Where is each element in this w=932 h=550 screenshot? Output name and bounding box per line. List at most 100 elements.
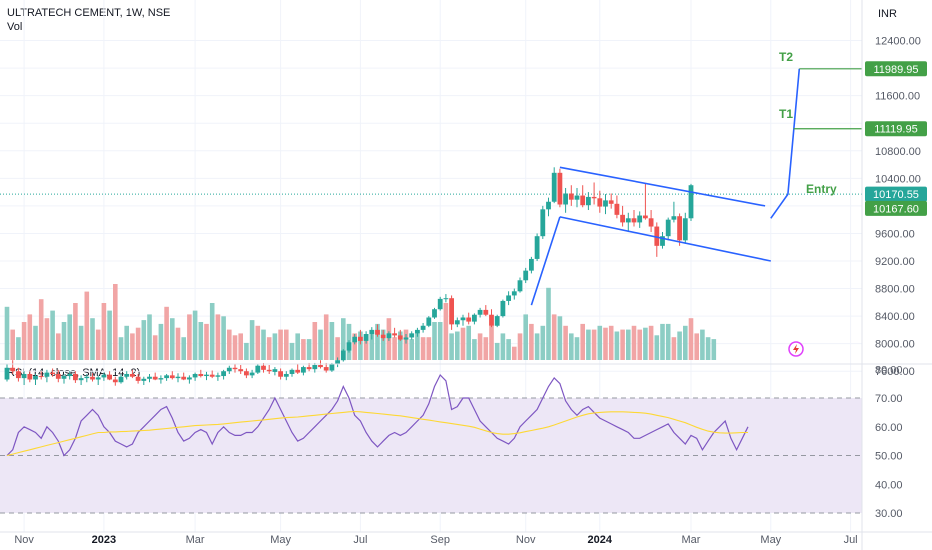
candle — [158, 378, 164, 380]
volume-bar — [323, 314, 329, 360]
candle — [135, 376, 141, 381]
candle — [614, 203, 620, 215]
candle — [654, 226, 660, 246]
candle — [409, 333, 415, 338]
candle — [61, 376, 67, 379]
volume-bar — [677, 331, 682, 360]
volume-bar — [637, 329, 642, 360]
currency-label[interactable]: INR — [878, 8, 897, 20]
volume-bar — [232, 335, 238, 360]
volume-bar — [477, 333, 483, 360]
candle — [591, 196, 597, 199]
candle — [454, 320, 460, 325]
rsi-tick-label: 80.00 — [875, 364, 903, 376]
candle — [10, 367, 16, 372]
volume-bar — [278, 329, 283, 360]
candle — [340, 350, 346, 361]
volume-bar — [295, 333, 300, 360]
entry-label: Entry — [806, 182, 837, 196]
volume-bar — [711, 339, 717, 360]
volume-bar — [437, 322, 443, 360]
candle — [631, 218, 637, 223]
volume-bar — [648, 325, 654, 360]
candle — [101, 374, 107, 378]
candle — [551, 172, 557, 202]
rsi-ma-line — [6, 410, 748, 457]
volume-bar — [192, 310, 198, 360]
volume-bar — [130, 333, 135, 360]
candle — [494, 316, 500, 326]
candle — [164, 375, 169, 379]
volume-bar — [540, 325, 546, 360]
volume-bar — [494, 342, 500, 360]
volume-bar — [420, 337, 426, 360]
rsi-band — [0, 398, 862, 513]
candle — [415, 329, 420, 334]
candle — [112, 379, 118, 383]
candle — [312, 365, 318, 370]
candle — [648, 218, 654, 227]
volume-bar — [614, 331, 620, 360]
candle — [432, 309, 437, 318]
volume-bars — [4, 284, 717, 360]
candle — [403, 337, 409, 340]
y-tick-label: 8400.00 — [875, 311, 915, 323]
volume-bar — [170, 318, 175, 360]
volume-bar — [403, 329, 409, 360]
volume-bar — [44, 318, 50, 360]
candle — [472, 314, 477, 322]
y-tick-label: 8800.00 — [875, 284, 915, 296]
candle — [226, 367, 232, 372]
candle — [209, 374, 215, 377]
candle — [198, 373, 204, 377]
volume-bar — [135, 327, 141, 360]
x-tick-label: Nov — [14, 534, 34, 546]
candle — [477, 309, 483, 315]
volume-bar — [4, 306, 10, 360]
volume-bar — [21, 322, 27, 360]
x-tick-label: Jul — [353, 534, 367, 546]
volume-bar — [101, 303, 107, 360]
candle — [147, 376, 152, 379]
volume-bar — [181, 337, 186, 360]
volume-bar — [392, 337, 397, 360]
volume-bar — [705, 337, 711, 360]
volume-bar — [631, 325, 637, 360]
candle — [295, 369, 301, 373]
price-badge-label: 10167.60 — [873, 203, 919, 215]
volume-bar — [67, 314, 72, 360]
volume-bar — [306, 339, 312, 360]
rsi-pane — [0, 363, 932, 514]
volume-bar — [358, 331, 363, 360]
volume-bar — [227, 329, 232, 360]
volume-bar — [221, 316, 226, 360]
candle — [55, 373, 61, 379]
t1-label: T1 — [779, 107, 793, 121]
candle — [283, 373, 289, 377]
volume-bar — [84, 291, 90, 360]
candle — [4, 367, 10, 380]
x-tick-label: Mar — [186, 534, 205, 546]
volume-bar — [113, 284, 118, 360]
candle — [67, 373, 73, 377]
y-axis: 12400.00 11600.00 10800.00 10400.00 9600.00 9… — [861, 0, 927, 550]
volume-bar — [500, 333, 506, 360]
candle — [546, 201, 551, 210]
volume-bar — [426, 337, 432, 360]
y-tick-label: 12400.00 — [875, 36, 921, 48]
volume-bar — [204, 323, 209, 360]
candle — [352, 336, 358, 343]
candle — [38, 376, 44, 378]
candle — [175, 376, 181, 379]
volume-bar — [626, 329, 631, 360]
price-badge-label: 11989.95 — [873, 64, 918, 76]
rsi-tick-label: 50.00 — [875, 451, 903, 463]
candle — [483, 309, 489, 315]
candle — [534, 236, 540, 259]
candle — [500, 300, 506, 317]
volume-bar — [443, 303, 449, 360]
volume-bar — [557, 316, 563, 360]
volume-bar — [483, 337, 489, 360]
candle — [221, 371, 226, 377]
